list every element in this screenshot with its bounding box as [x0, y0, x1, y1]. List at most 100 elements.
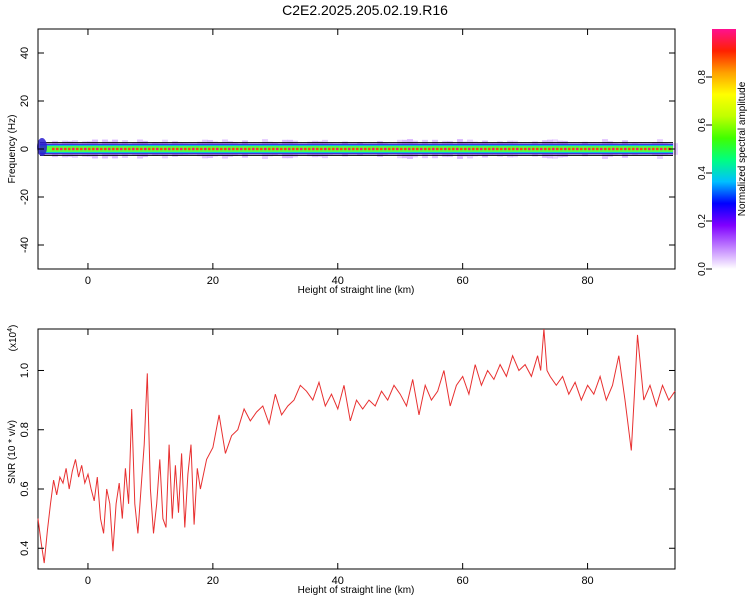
spectrogram-xtick-label: 0 [85, 275, 91, 287]
spectrogram-peak [140, 147, 143, 151]
spectrogram-peak [584, 147, 587, 151]
spectrogram-peak [60, 147, 63, 151]
spectrogram-peak [568, 147, 571, 151]
spectrogram-peak [628, 147, 631, 151]
spectrogram-peak [348, 147, 351, 151]
spectrogram-peak [368, 147, 371, 151]
spectrogram-peak [516, 147, 519, 151]
spectrogram-peak [160, 147, 163, 151]
colorbar-tick-label: 0.2 [697, 214, 708, 228]
spectrogram-peak [232, 147, 235, 151]
spectrogram-peak [592, 147, 595, 151]
spectrogram-peak [208, 147, 211, 151]
spectrogram-peak [272, 147, 275, 151]
spectrogram-peak [76, 147, 79, 151]
spectrogram-peak [536, 147, 539, 151]
spectrogram-peak [372, 147, 375, 151]
spectrogram-band [37, 138, 678, 159]
spectrogram-peak [572, 147, 575, 151]
spectrogram-peak [432, 147, 435, 151]
spectrogram-peak [172, 147, 175, 151]
spectrogram-peak [280, 147, 283, 151]
spectrogram-ytick-label: 20 [19, 95, 31, 107]
spectrogram-peak [428, 147, 431, 151]
spectrogram-xtick-label: 60 [457, 275, 469, 287]
chart-title: C2E2.2025.205.02.19.R16 [282, 2, 448, 18]
colorbar-ticks: 0.0 0.2 0.4 0.6 0.8 [697, 70, 712, 276]
spectrogram-xtick-label: 40 [332, 275, 344, 287]
spectrogram-peak [260, 147, 263, 151]
spectrogram-peak [588, 147, 591, 151]
spectrogram-peak [468, 147, 471, 151]
spectrogram-xtick-label: 80 [581, 275, 593, 287]
spectrogram-y-label: Frequency (Hz) [7, 115, 18, 184]
snr-y-ticks: 0.4 0.6 0.8 1.0 [19, 363, 675, 556]
spectrogram-xtick-label: 20 [207, 275, 219, 287]
spectrogram-peak [216, 147, 219, 151]
snr-y-label: SNR (10 * v/v) [7, 420, 18, 484]
spectrogram-peak [252, 147, 255, 151]
spectrogram-x-ticks: 0 20 40 60 80 [85, 29, 594, 287]
spectrogram-peak [124, 147, 127, 151]
snr-xtick-label: 60 [457, 575, 469, 587]
spectrogram-peak [640, 147, 643, 151]
spectrogram-peak [148, 147, 151, 151]
spectrogram-peak [200, 147, 203, 151]
colorbar-tick-label: 0.6 [697, 118, 708, 132]
snr-plot: 0 20 40 60 80 0.4 0.6 0.8 1.0 Height of straigh… [7, 325, 676, 596]
spectrogram-peak [340, 147, 343, 151]
spectrogram-peak [248, 147, 251, 151]
spectrogram-peak [276, 147, 279, 151]
spectrogram-peak [316, 147, 319, 151]
spectrogram-peak [608, 147, 611, 151]
spectrogram-peak [540, 147, 543, 151]
spectrogram-peak [84, 147, 87, 151]
spectrogram-peak [136, 147, 139, 151]
spectrogram-peak [144, 147, 147, 151]
snr-x-ticks: 0 20 40 60 80 [85, 329, 594, 587]
snr-xtick-label: 0 [85, 575, 91, 587]
spectrogram-peak [532, 147, 535, 151]
snr-frame [37, 328, 676, 570]
spectrogram-peak [88, 147, 91, 151]
spectrogram-peak [648, 147, 651, 151]
spectrogram-peak [632, 147, 635, 151]
spectrogram-peak [472, 147, 475, 151]
snr-x-label: Height of straight line (km) [298, 585, 415, 596]
spectrogram-peak [420, 147, 423, 151]
spectrogram-peak [264, 147, 267, 151]
spectrogram-peak [188, 147, 191, 151]
spectrogram-ytick-label: 40 [19, 47, 31, 59]
spectrogram-peak [292, 147, 295, 151]
spectrogram-peak [320, 147, 323, 151]
spectrogram-x-label: Height of straight line (km) [298, 285, 415, 296]
spectrogram-peak [412, 147, 415, 151]
spectrogram-peak [404, 147, 407, 151]
spectrogram-peak [456, 147, 459, 151]
spectrogram-peak [660, 147, 663, 151]
spectrogram-peak [452, 147, 455, 151]
spectrogram-peak [104, 147, 107, 151]
spectrogram-peak [180, 147, 183, 151]
spectrogram-peak [72, 147, 75, 151]
spectrogram-peak [528, 147, 531, 151]
spectrogram-peak [196, 147, 199, 151]
spectrogram-peak [308, 147, 311, 151]
snr-xtick-label: 20 [207, 575, 219, 587]
spectrogram-peak [176, 147, 179, 151]
spectrogram-peak [492, 147, 495, 151]
spectrogram-peak [128, 147, 131, 151]
spectrogram-peak [168, 147, 171, 151]
spectrogram-peak [664, 147, 667, 151]
spectrogram-peak [488, 147, 491, 151]
spectrogram-peak [256, 147, 259, 151]
snr-ytick-label: 0.4 [19, 541, 31, 556]
snr-ytick-label: 0.8 [19, 422, 31, 437]
spectrogram-peak [356, 147, 359, 151]
spectrogram-peak [300, 147, 303, 151]
spectrogram-peak [408, 147, 411, 151]
spectrogram-peak [384, 147, 387, 151]
spectrogram-peak [92, 147, 95, 151]
colorbar: 0.0 0.2 0.4 0.6 0.8 Normalized spectral ampl… [697, 29, 748, 276]
spectrogram-ytick-label: -40 [19, 237, 31, 253]
